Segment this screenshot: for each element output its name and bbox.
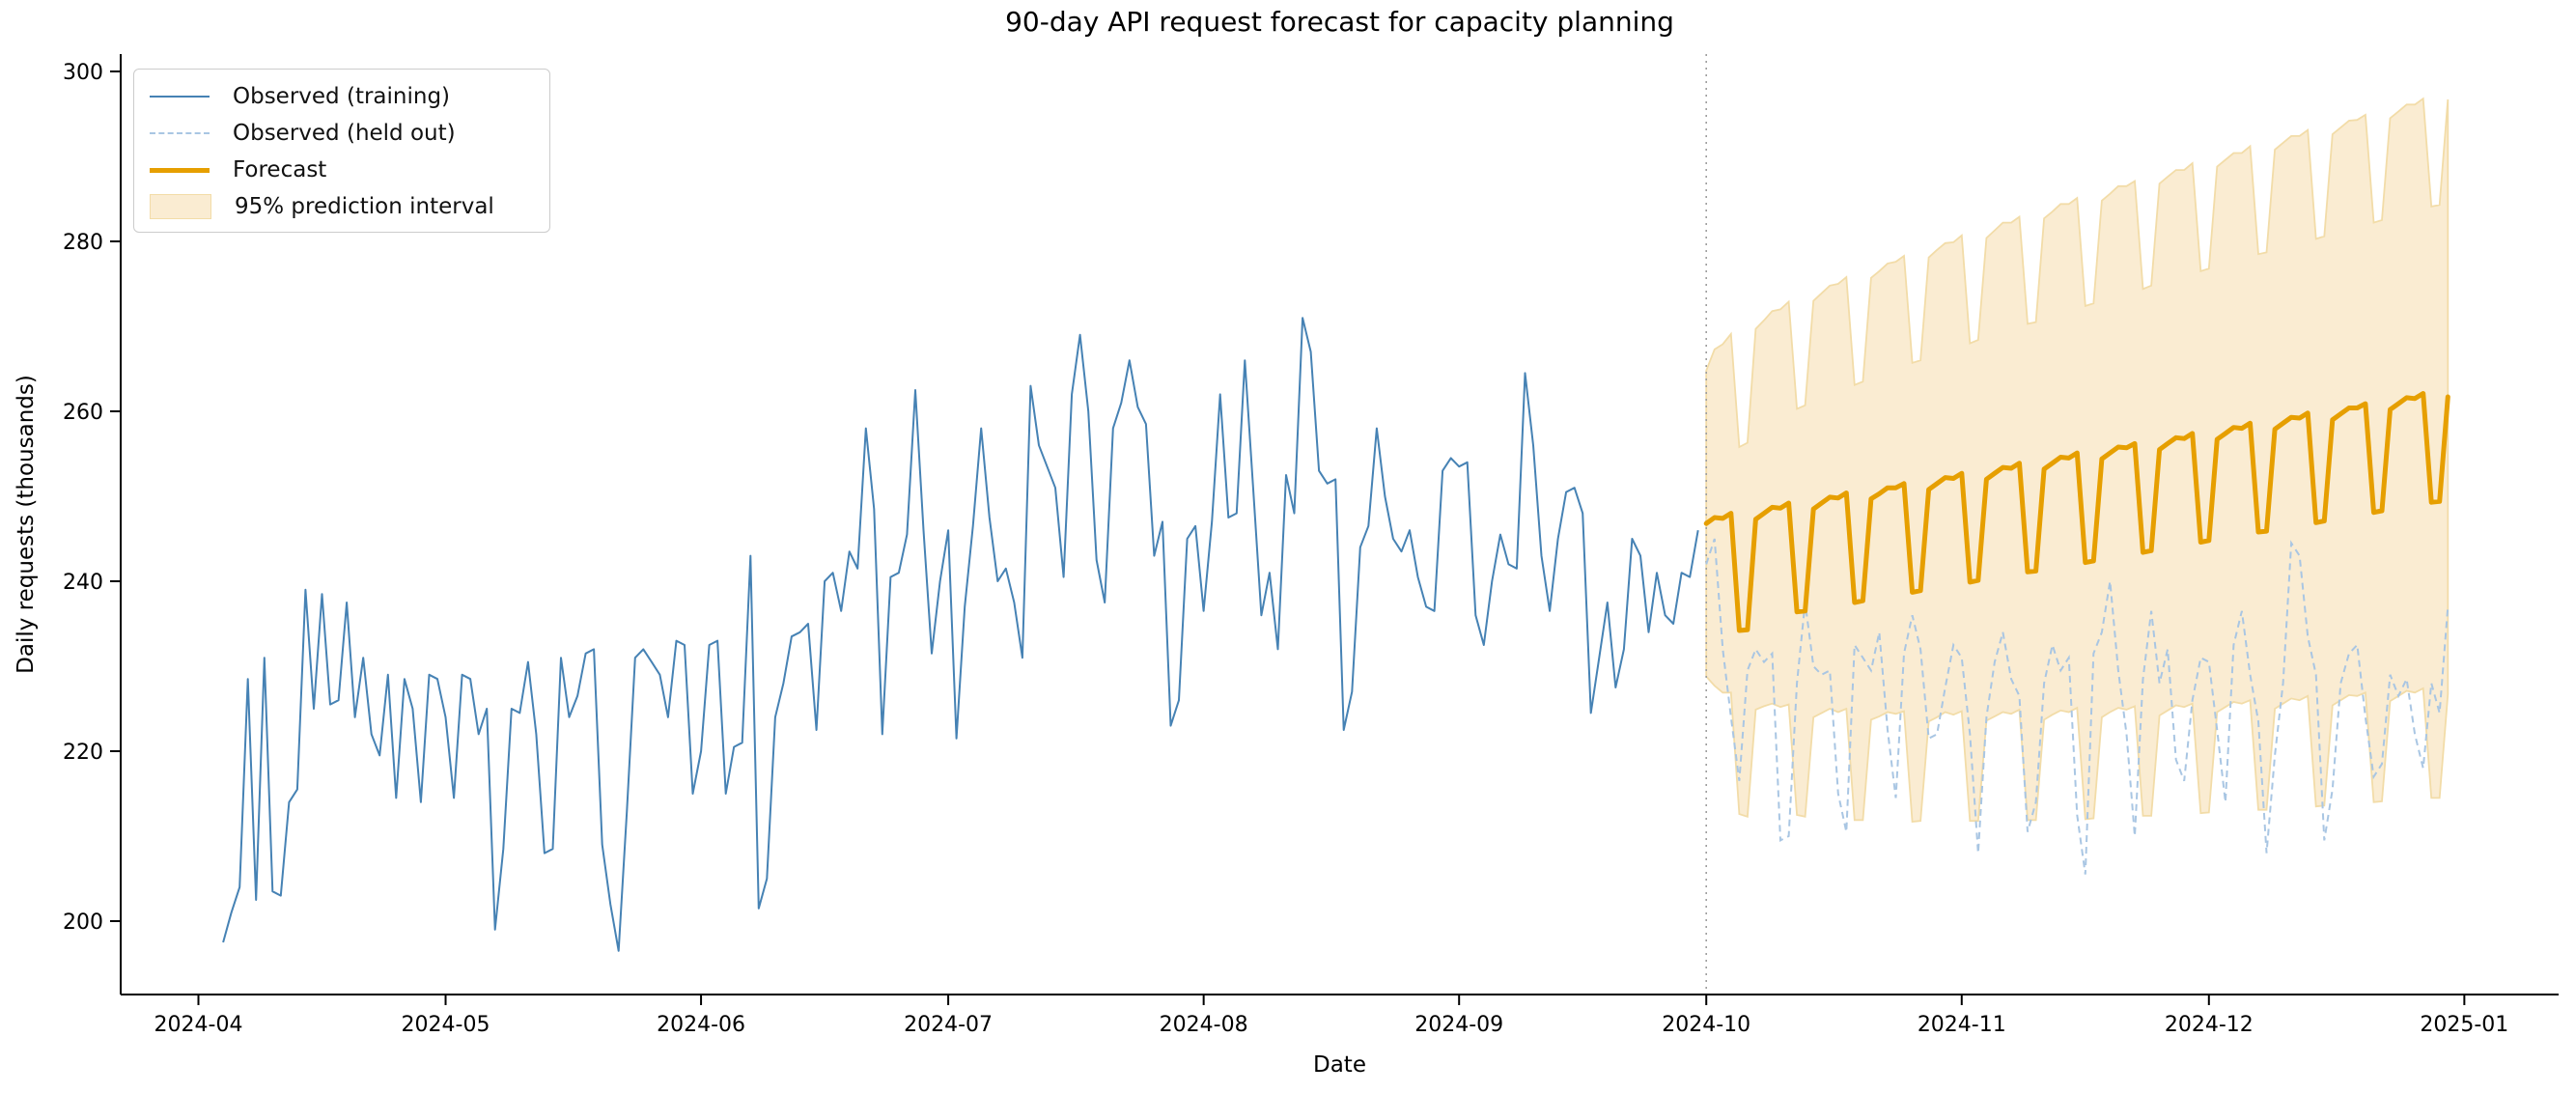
legend-swatch-observed-training: [150, 96, 210, 98]
observed-training-line: [222, 317, 1699, 952]
x-tick-label: 2024-12: [2165, 1013, 2254, 1037]
y-tick-label: 220: [63, 741, 103, 765]
y-axis-label: Daily requests (thousands): [14, 375, 39, 674]
x-tick-label: 2024-10: [1662, 1013, 1750, 1037]
legend-label: Observed (held out): [233, 121, 456, 146]
x-tick-label: 2024-05: [402, 1013, 490, 1037]
y-tick-label: 280: [63, 231, 103, 255]
forecast-line: [1703, 391, 2450, 633]
legend-swatch-observed-held-out: [150, 132, 210, 134]
legend-label: Observed (training): [233, 84, 451, 109]
legend-label: 95% prediction interval: [235, 194, 494, 219]
y-tick-label: 200: [63, 911, 103, 935]
x-tick-label: 2024-11: [1918, 1013, 2006, 1037]
legend-label: Forecast: [233, 157, 327, 182]
x-tick-label: 2024-04: [154, 1013, 243, 1037]
chart-title: 90-day API request forecast for capacity…: [1005, 6, 1674, 38]
legend-item: Observed (held out): [134, 115, 549, 152]
legend-item: Observed (training): [134, 78, 549, 115]
y-tick-label: 260: [63, 401, 103, 425]
x-tick-label: 2024-07: [904, 1013, 993, 1037]
x-tick-label: 2024-09: [1414, 1013, 1503, 1037]
legend-item: Forecast: [134, 152, 549, 188]
x-tick-label: 2024-08: [1160, 1013, 1248, 1037]
x-axis-label: Date: [1313, 1052, 1366, 1078]
y-tick-label: 240: [63, 571, 103, 595]
y-tick-label: 300: [63, 61, 103, 85]
legend-swatch-forecast: [150, 167, 210, 173]
observed-held-out-line: [1705, 538, 2450, 875]
x-tick-label: 2025-01: [2420, 1013, 2508, 1037]
legend-swatch-prediction-interval: [150, 194, 211, 219]
x-tick-label: 2024-06: [657, 1013, 745, 1037]
legend: Observed (training) Observed (held out) Fo…: [133, 69, 550, 233]
legend-item: 95% prediction interval: [134, 188, 549, 225]
